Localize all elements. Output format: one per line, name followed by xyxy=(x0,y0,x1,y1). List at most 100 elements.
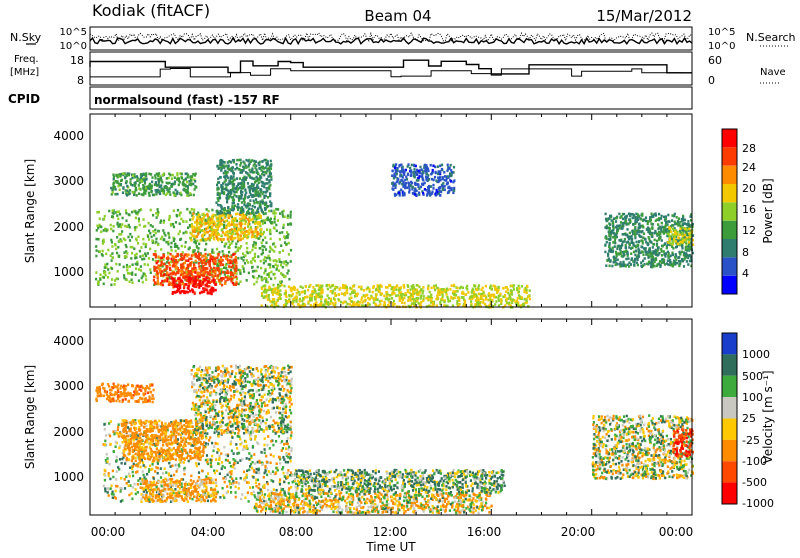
power-cell-8 xyxy=(634,226,636,229)
power-cell-6 xyxy=(302,286,304,289)
power-cell-0 xyxy=(189,212,191,215)
power-cell-0 xyxy=(174,245,176,248)
power-cell-6 xyxy=(344,293,346,296)
power-cell-8 xyxy=(616,225,618,228)
power-cell-0 xyxy=(165,241,167,244)
power-cell-0 xyxy=(221,228,223,231)
power-cell-2 xyxy=(157,275,159,278)
power-cell-6 xyxy=(529,289,531,292)
power-cell-5 xyxy=(266,164,268,167)
power-cell-0 xyxy=(102,250,104,253)
velocity-cell-0 xyxy=(152,394,154,397)
power-cell-8 xyxy=(675,258,677,261)
power-cell-1 xyxy=(138,184,140,187)
power-cell-7 xyxy=(394,186,396,189)
power-cell-0 xyxy=(95,238,97,241)
power-cell-1 xyxy=(178,184,180,187)
power-cell-2 xyxy=(200,274,202,277)
power-cell-0 xyxy=(163,221,165,224)
power-cell-1 xyxy=(144,180,146,183)
power-cell-0 xyxy=(278,269,280,272)
power-cell-8 xyxy=(670,264,672,267)
power-cell-5 xyxy=(270,172,272,175)
power-cell-4 xyxy=(192,230,194,233)
power-cell-9 xyxy=(688,236,690,239)
power-cell-2 xyxy=(211,256,213,259)
power-cell-2 xyxy=(201,262,203,265)
station-title: Kodiak (fitACF) xyxy=(92,1,210,20)
power-cell-7 xyxy=(400,164,402,167)
power-cell-0 xyxy=(176,245,178,248)
power-cell-3 xyxy=(208,280,210,283)
power-cell-6 xyxy=(395,286,397,289)
power-cell-0 xyxy=(150,224,152,227)
power-cell-0 xyxy=(228,240,230,243)
power-cell-8 xyxy=(637,244,639,247)
power-cell-6 xyxy=(407,289,409,292)
power-cell-0 xyxy=(242,252,244,255)
power-cell-8 xyxy=(665,221,667,224)
power-cell-5 xyxy=(256,202,258,205)
power-cell-6 xyxy=(272,293,274,296)
velocity-cell-0 xyxy=(140,385,142,388)
power-cell-6 xyxy=(299,300,301,303)
power-cell-4 xyxy=(247,218,249,221)
power-cell-7 xyxy=(430,193,432,196)
power-cell-8 xyxy=(676,216,678,219)
power-cell-0 xyxy=(277,208,279,211)
power-cell-5 xyxy=(228,209,230,212)
power-cell-4 xyxy=(224,217,226,220)
power-cell-6 xyxy=(462,297,464,300)
power-cell-0 xyxy=(116,236,118,239)
power-cell-8 xyxy=(667,220,669,223)
power-cell-6 xyxy=(478,299,480,302)
power-cell-5 xyxy=(262,201,264,204)
power-cell-5 xyxy=(261,173,263,176)
power-cell-5 xyxy=(248,169,250,172)
power-cell-0 xyxy=(269,266,271,269)
power-cell-0 xyxy=(121,230,123,233)
power-cell-6 xyxy=(436,294,438,297)
power-cell-7 xyxy=(453,187,455,190)
power-cell-4 xyxy=(240,231,242,234)
power-cell-6 xyxy=(404,292,406,295)
power-cell-0 xyxy=(240,257,242,260)
power-cell-0 xyxy=(261,245,263,248)
power-cell-5 xyxy=(227,206,229,209)
power-cell-1 xyxy=(129,181,131,184)
power-cell-6 xyxy=(299,298,301,301)
power-cell-0 xyxy=(108,210,110,213)
power-cell-5 xyxy=(263,174,265,177)
power-cell-6 xyxy=(355,303,357,306)
power-cell-0 xyxy=(179,238,181,241)
power-cell-1 xyxy=(130,178,132,181)
nsky-label: N.Sky xyxy=(10,31,42,44)
power-cell-0 xyxy=(117,270,119,273)
power-cell-0 xyxy=(143,258,145,261)
power-cell-8 xyxy=(606,227,608,230)
power-cell-0 xyxy=(235,243,237,246)
power-cell-5 xyxy=(233,159,235,162)
power-cell-8 xyxy=(620,221,622,224)
power-cell-0 xyxy=(149,232,151,235)
power-cell-7 xyxy=(393,175,395,178)
power-cell-1 xyxy=(182,183,184,186)
power-cell-0 xyxy=(238,283,240,286)
power-cell-0 xyxy=(246,259,248,262)
power-cell-7 xyxy=(446,183,448,186)
power-cell-3 xyxy=(205,279,207,282)
power-cell-0 xyxy=(281,231,283,234)
power-cell-0 xyxy=(282,249,284,252)
power-cell-0 xyxy=(97,238,99,241)
power-cell-8 xyxy=(605,213,607,216)
power-cell-4 xyxy=(212,217,214,220)
power-cell-8 xyxy=(613,261,615,264)
power-cell-6 xyxy=(509,296,511,299)
power-cell-0 xyxy=(289,216,291,219)
power-cell-6 xyxy=(391,297,393,300)
power-cell-2 xyxy=(176,266,178,269)
velocity-cell-0 xyxy=(150,391,152,394)
power-cell-5 xyxy=(237,209,239,212)
power-cell-8 xyxy=(650,234,652,237)
velocity-cell-1 xyxy=(210,465,212,468)
